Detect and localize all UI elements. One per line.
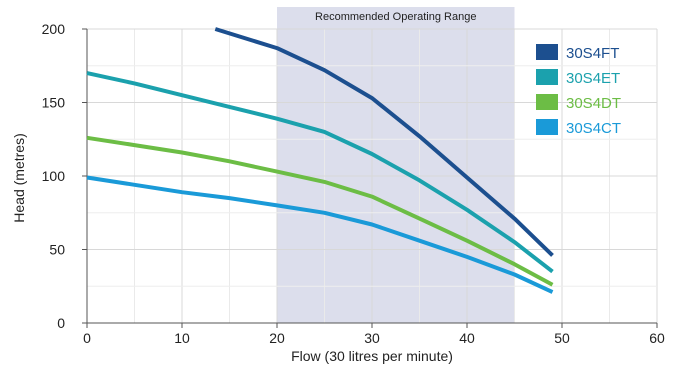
legend: 30S4FT 30S4ET 30S4DT 30S4CT [536,44,621,137]
legend-label-30s4ft: 30S4FT [566,45,619,62]
y-tick-label: 0 [57,315,65,331]
x-tick-label: 50 [554,330,570,346]
series-line-30s4dt [86,135,554,287]
y-axis-title: Head (metres) [11,133,27,222]
x-tick-label: 10 [174,330,190,346]
series-layer [86,27,554,294]
series-line-30s4ct [86,175,554,294]
operating-range-label: Recommended Operating Range [315,11,476,23]
grid-layer [87,28,658,323]
x-tick-label: 60 [649,330,665,346]
axis-layer: 0 50 100 150 200 0 10 20 30 40 50 60 [42,21,665,346]
series-line-30s4et [86,71,554,274]
legend-label-30s4et: 30S4ET [566,70,620,87]
legend-swatch-30s4ft [536,44,558,60]
y-tick-label: 50 [49,242,65,258]
legend-swatch-30s4ct [536,119,558,135]
x-tick-label: 20 [269,330,285,346]
x-tick-label: 40 [459,330,475,346]
legend-label-30s4ct: 30S4CT [566,120,621,137]
legend-swatch-30s4dt [536,94,558,110]
series-line-30s4ft [214,27,554,257]
y-tick-label: 100 [42,168,66,184]
y-tick-label: 200 [42,21,66,37]
legend-label-30s4dt: 30S4DT [566,95,621,112]
y-tick-label: 150 [42,95,66,111]
x-axis-title: Flow (30 litres per minute) [291,348,453,364]
x-tick-label: 30 [364,330,380,346]
x-tick-label: 0 [83,330,91,346]
legend-swatch-30s4et [536,69,558,85]
